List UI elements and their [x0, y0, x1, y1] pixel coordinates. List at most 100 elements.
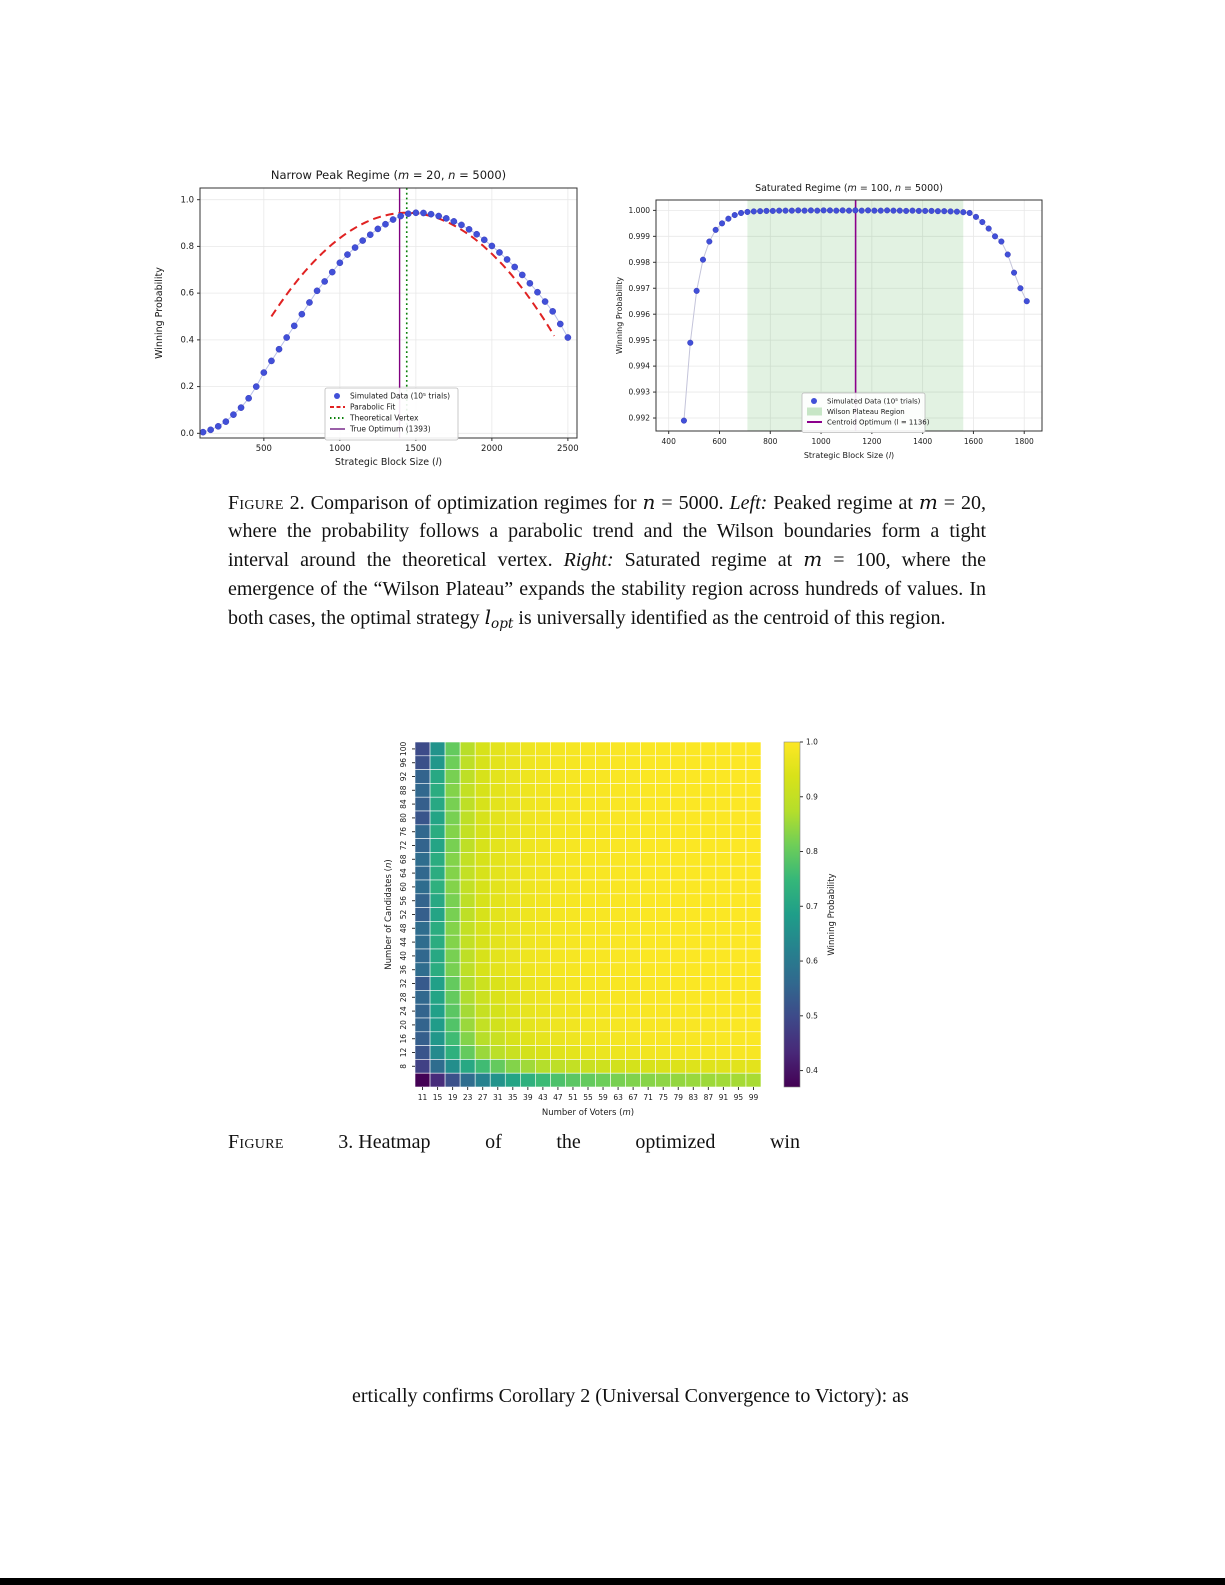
svg-text:0.9: 0.9 — [806, 792, 818, 801]
figure2-caption: Figure 2. Comparison of optimization reg… — [228, 488, 986, 638]
caption-word: optimized — [635, 1131, 716, 1153]
caption-word: win — [769, 1131, 800, 1153]
svg-text:36: 36 — [399, 965, 408, 975]
caption-run: = 20, where the probability follows a pa… — [228, 492, 986, 572]
svg-text:True Optimum (1393): True Optimum (1393) — [349, 425, 431, 434]
svg-text:27: 27 — [478, 1093, 488, 1102]
svg-text:19: 19 — [448, 1093, 458, 1102]
svg-text:0.4: 0.4 — [806, 1066, 818, 1075]
svg-text:600: 600 — [712, 437, 727, 446]
plot-title: Saturated Regime (m = 100, n = 5000) — [755, 183, 943, 194]
axis-ticks: 500 1000 1500 2000 2500 0.0 0.2 0.4 0.6 0.8 1.0 — [180, 195, 578, 454]
legend: Simulated Data (10⁵ trials) Parabolic Fit… — [324, 387, 459, 441]
heatmap-x-label: Number of Voters (m) — [542, 1108, 634, 1118]
svg-text:28: 28 — [399, 992, 408, 1002]
svg-text:56: 56 — [399, 896, 408, 906]
svg-text:800: 800 — [763, 437, 778, 446]
svg-text:0.4: 0.4 — [180, 335, 194, 345]
svg-text:91: 91 — [719, 1093, 729, 1102]
svg-text:1000: 1000 — [812, 437, 831, 446]
svg-text:Simulated Data (10⁵ trials): Simulated Data (10⁵ trials) — [350, 392, 450, 401]
svg-text:80: 80 — [399, 813, 408, 823]
svg-text:Centroid Optimum (l = 1136): Centroid Optimum (l = 1136) — [827, 419, 930, 427]
heatmap-svg: 11 15 19 23 27 31 35 39 43 47 51 55 59 63 67 71 75 79 83 87… — [384, 738, 837, 1118]
svg-text:0.997: 0.997 — [629, 284, 651, 293]
caption-run: 2. Comparison of optimization regimes fo… — [283, 492, 643, 514]
svg-text:68: 68 — [399, 854, 408, 864]
svg-text:84: 84 — [399, 799, 408, 809]
svg-text:0.994: 0.994 — [629, 362, 651, 371]
body-text-line: ertically confirms Corollary 2 (Universa… — [352, 1385, 909, 1407]
svg-text:Simulated Data (10⁵ trials): Simulated Data (10⁵ trials) — [827, 398, 921, 406]
svg-text:20: 20 — [399, 1020, 408, 1030]
legend: Simulated Data (10⁵ trials) Wilson Platea… — [801, 392, 930, 433]
svg-text:2000: 2000 — [481, 444, 503, 454]
svg-text:32: 32 — [399, 979, 408, 989]
svg-text:64: 64 — [399, 868, 408, 878]
svg-text:67: 67 — [628, 1093, 638, 1102]
caption-run: Saturated regime at — [613, 549, 804, 572]
caption-run: Left: — [729, 492, 768, 514]
y-axis-label: Winning Probability — [615, 277, 624, 355]
svg-text:500: 500 — [256, 444, 272, 454]
svg-text:0.7: 0.7 — [806, 902, 818, 911]
svg-text:55: 55 — [583, 1093, 593, 1102]
gridlines — [200, 188, 577, 438]
svg-text:1400: 1400 — [913, 437, 932, 446]
svg-text:0.995: 0.995 — [629, 336, 651, 345]
svg-text:0.8: 0.8 — [180, 242, 194, 252]
caption-run: n — [642, 490, 656, 514]
svg-text:99: 99 — [749, 1093, 759, 1102]
saturated-regime-plot: 400 600 800 1000 1200 1400 1600 1800 0.992 0.993 0… — [610, 175, 1060, 470]
caption-run: Figure — [228, 492, 284, 514]
svg-text:12: 12 — [399, 1048, 408, 1058]
svg-text:72: 72 — [399, 841, 408, 851]
caption-run: is universally identified as the centroi… — [513, 606, 946, 629]
svg-text:48: 48 — [399, 923, 408, 933]
svg-text:96: 96 — [399, 758, 408, 768]
svg-text:11: 11 — [418, 1093, 428, 1102]
svg-text:15: 15 — [433, 1093, 443, 1102]
heatmap-figure: 11 15 19 23 27 31 35 39 43 47 51 55 59 63 67 71 75 79 83 87… — [375, 715, 855, 1130]
caption-word: of — [485, 1131, 502, 1153]
svg-text:60: 60 — [399, 882, 408, 892]
svg-text:59: 59 — [598, 1093, 608, 1102]
caption-run: l — [484, 604, 492, 629]
svg-text:1.0: 1.0 — [180, 195, 194, 205]
heatmap-cells — [414, 741, 762, 1088]
svg-text:47: 47 — [553, 1093, 563, 1102]
svg-text:35: 35 — [508, 1093, 518, 1102]
svg-text:0.6: 0.6 — [180, 289, 194, 299]
svg-text:1.0: 1.0 — [806, 738, 818, 747]
x-axis-label: Strategic Block Size (l) — [804, 451, 894, 460]
page-bottom-bar — [0, 1578, 1225, 1585]
svg-text:24: 24 — [399, 1006, 408, 1016]
scatter-points — [680, 207, 1030, 424]
svg-text:23: 23 — [463, 1093, 473, 1102]
svg-text:83: 83 — [689, 1093, 699, 1102]
svg-text:0.6: 0.6 — [806, 957, 818, 966]
svg-text:400: 400 — [662, 437, 677, 446]
caption-run: m — [918, 490, 938, 514]
axis-ticks: 400 600 800 1000 1200 1400 1600 1800 0.992 0.993 0… — [629, 206, 1034, 446]
svg-text:1200: 1200 — [862, 437, 881, 446]
svg-text:0.2: 0.2 — [180, 382, 194, 392]
caption-run: Peaked regime at — [767, 492, 919, 514]
colorbar — [784, 742, 800, 1087]
svg-text:40: 40 — [399, 951, 408, 961]
svg-text:95: 95 — [734, 1093, 744, 1102]
svg-text:63: 63 — [613, 1093, 623, 1102]
svg-text:44: 44 — [399, 937, 408, 947]
caption-run: = 5000. — [655, 492, 730, 514]
svg-text:Wilson Plateau Region: Wilson Plateau Region — [827, 408, 905, 416]
svg-text:8: 8 — [399, 1064, 408, 1069]
svg-text:79: 79 — [673, 1093, 683, 1102]
svg-text:0.996: 0.996 — [629, 310, 651, 319]
svg-text:Theoretical Vertex: Theoretical Vertex — [349, 414, 419, 423]
svg-text:87: 87 — [704, 1093, 714, 1102]
gridlines — [656, 200, 1042, 431]
svg-text:92: 92 — [399, 772, 408, 782]
svg-text:52: 52 — [399, 910, 408, 920]
svg-text:1.000: 1.000 — [629, 206, 651, 215]
